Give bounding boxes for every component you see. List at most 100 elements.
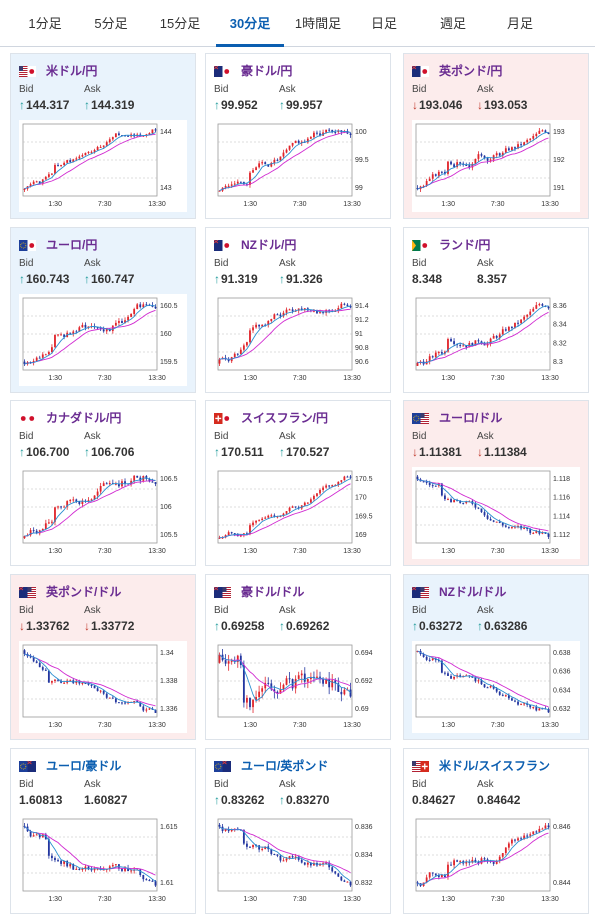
y-tick-label: 192 bbox=[553, 157, 565, 164]
candle bbox=[501, 329, 504, 335]
y-tick-label: 99.5 bbox=[355, 157, 369, 164]
currency-pair-link[interactable]: 英ポンド/ドル bbox=[46, 585, 122, 599]
candle bbox=[504, 148, 507, 153]
currency-pair-link[interactable]: ユーロ/円 bbox=[46, 238, 98, 252]
rate-card[interactable]: 米ドル/円 Bid Ask ↑144.317 ↑144.319 144 143 1:30 7:3… bbox=[10, 53, 196, 219]
rate-card[interactable]: 英ポンド/円 Bid Ask ↓193.046 ↓193.053 193 192 191 1:3… bbox=[403, 53, 589, 219]
candle bbox=[486, 515, 489, 519]
rate-card[interactable]: NZドル/ドル Bid Ask ↑0.63272 ↑0.63286 0.638 0.636 0… bbox=[403, 574, 589, 740]
rate-card[interactable]: 豪ドル/円 Bid Ask ↑99.952 ↑99.957 100 99.5 99 1:30 7:… bbox=[205, 53, 391, 219]
tab-7[interactable]: 週足 bbox=[439, 16, 466, 31]
y-tick-label: 8.32 bbox=[553, 340, 567, 347]
bid-label: Bid bbox=[214, 84, 229, 95]
x-tick-label: 1:30 bbox=[243, 375, 257, 382]
moving-average-line bbox=[417, 827, 549, 886]
candle bbox=[233, 353, 236, 358]
rate-card[interactable]: スイスフラン/円 Bid Ask ↑170.511 ↑170.527 170.5 170 16… bbox=[205, 400, 391, 566]
up-arrow-icon: ↑ bbox=[214, 98, 220, 112]
rate-card[interactable]: ユーロ/豪ドル Bid Ask 1.60813 1.60827 1.615 1.61 1:30… bbox=[10, 748, 196, 914]
rate-card[interactable]: ユーロ/円 Bid Ask ↑160.743 ↑160.747 160.5 160 159.5… bbox=[10, 227, 196, 393]
currency-pair-link[interactable]: 英ポンド/円 bbox=[439, 64, 503, 78]
candlestick-chart[interactable]: 8.36 8.34 8.32 8.3 1:30 7:30 13:30 bbox=[412, 294, 580, 386]
rate-card[interactable]: カナダドル/円 Bid Ask ↑106.700 ↑106.706 106.5 106 105… bbox=[10, 400, 196, 566]
ask-price: 144.319 bbox=[91, 98, 135, 112]
candle bbox=[32, 657, 35, 662]
currency-pair-link[interactable]: ユーロ/英ポンド bbox=[241, 759, 329, 773]
candlestick-chart[interactable]: 1.118 1.116 1.114 1.112 1:30 7:30 13:30 bbox=[412, 467, 580, 559]
x-tick-label: 13:30 bbox=[541, 896, 559, 903]
candle bbox=[483, 155, 486, 159]
candlestick-chart[interactable]: 1.615 1.61 1:30 7:30 13:30 bbox=[19, 815, 187, 907]
rate-card[interactable]: 英ポンド/ドル Bid Ask ↓1.33762 ↓1.33772 1.34 1.338 1.… bbox=[10, 574, 196, 740]
currency-pair-link[interactable]: ユーロ/ドル bbox=[439, 411, 503, 425]
candle bbox=[309, 499, 312, 503]
candle bbox=[297, 856, 300, 860]
currency-pair-link[interactable]: NZドル/円 bbox=[241, 238, 297, 252]
rate-card[interactable]: ユーロ/ドル Bid Ask ↓1.11381 ↓1.11384 1.118 1.116 1.… bbox=[403, 400, 589, 566]
rate-card[interactable]: 豪ドル/ドル Bid Ask ↑0.69258 ↑0.69262 0.694 0.692 0.… bbox=[205, 574, 391, 740]
candle bbox=[66, 861, 69, 867]
candlestick-chart[interactable]: 0.836 0.834 0.832 1:30 7:30 13:30 bbox=[214, 815, 382, 907]
currency-pair-link[interactable]: 豪ドル/円 bbox=[241, 64, 293, 78]
currency-pair-link[interactable]: ランド/円 bbox=[439, 238, 491, 252]
tab-3[interactable]: 15分足 bbox=[159, 16, 201, 31]
candle bbox=[316, 310, 318, 314]
candle bbox=[252, 170, 254, 173]
currency-pair-link[interactable]: スイスフラン/円 bbox=[241, 411, 328, 425]
candle bbox=[523, 703, 526, 705]
tab-4[interactable]: 30分足 bbox=[216, 0, 284, 47]
candle bbox=[541, 130, 544, 132]
candlestick-chart[interactable]: 1.34 1.338 1.336 1:30 7:30 13:30 bbox=[19, 641, 187, 733]
candlestick-chart[interactable]: 170.5 170 169.5 169 1:30 7:30 13:30 bbox=[214, 467, 382, 559]
candle bbox=[258, 691, 261, 698]
currency-pair-link[interactable]: 米ドル/スイスフラン bbox=[439, 759, 550, 773]
rate-card[interactable]: ランド/円 Bid Ask 8.348 8.357 8.36 8.34 8.32 8.3 1:30… bbox=[403, 227, 589, 393]
tab-2[interactable]: 5分足 bbox=[94, 16, 128, 31]
tab-1[interactable]: 1分足 bbox=[28, 16, 62, 31]
currency-pair-link[interactable]: 豪ドル/ドル bbox=[241, 585, 305, 599]
tab-8[interactable]: 月足 bbox=[506, 16, 533, 31]
moving-average-line bbox=[24, 826, 156, 882]
candlestick-chart[interactable]: 160.5 160 159.5 1:30 7:30 13:30 bbox=[19, 294, 187, 386]
candle bbox=[523, 316, 526, 320]
candle bbox=[474, 340, 477, 346]
currency-pair-link[interactable]: カナダドル/円 bbox=[46, 411, 122, 425]
candle bbox=[538, 708, 541, 711]
candle bbox=[230, 184, 233, 186]
candle bbox=[346, 476, 349, 478]
candlestick-chart[interactable]: 106.5 106 105.5 1:30 7:30 13:30 bbox=[19, 467, 187, 559]
candlestick-chart[interactable]: 0.638 0.636 0.634 0.632 1:30 7:30 13:30 bbox=[412, 641, 580, 733]
candle bbox=[468, 165, 471, 168]
currency-pair-link[interactable]: ユーロ/豪ドル bbox=[46, 759, 122, 773]
tab-5[interactable]: 1時間足 bbox=[294, 16, 342, 31]
candle bbox=[547, 825, 550, 828]
x-tick-label: 1:30 bbox=[441, 722, 455, 729]
currency-pair-link[interactable]: NZドル/ドル bbox=[439, 585, 507, 599]
candle bbox=[218, 824, 221, 827]
candle bbox=[270, 162, 273, 167]
candle bbox=[526, 314, 529, 317]
x-tick-label: 13:30 bbox=[148, 722, 166, 729]
candlestick-chart[interactable]: 91.4 91.2 91 90.8 90.6 1:30 7:30 13:30 bbox=[214, 294, 382, 386]
rate-card[interactable]: 米ドル/スイスフラン Bid Ask 0.84627 0.84642 0.846 0.844… bbox=[403, 748, 589, 914]
candlestick-chart[interactable]: 193 192 191 1:30 7:30 13:30 bbox=[412, 120, 580, 212]
rate-card[interactable]: ユーロ/英ポンド Bid Ask ↑0.83262 ↑0.83270 0.836 0.834… bbox=[205, 748, 391, 914]
nz-us-flag-icon bbox=[411, 585, 429, 598]
candle bbox=[282, 152, 285, 157]
ask-value: ↑144.319 bbox=[84, 98, 134, 112]
bid-value: ↓1.11381 bbox=[412, 445, 462, 459]
candle bbox=[453, 500, 455, 503]
candle bbox=[431, 174, 434, 179]
candle bbox=[462, 502, 465, 504]
candle bbox=[337, 307, 340, 311]
candle bbox=[69, 680, 72, 682]
candlestick-chart[interactable]: 144 143 1:30 7:30 13:30 bbox=[19, 120, 187, 212]
candlestick-chart[interactable]: 100 99.5 99 1:30 7:30 13:30 bbox=[214, 120, 382, 212]
candle bbox=[514, 147, 516, 149]
currency-pair-link[interactable]: 米ドル/円 bbox=[46, 64, 98, 78]
candlestick-chart[interactable]: 0.846 0.844 1:30 7:30 13:30 bbox=[412, 815, 580, 907]
candlestick-chart[interactable]: 0.694 0.692 0.69 1:30 7:30 13:30 bbox=[214, 641, 382, 733]
rate-card[interactable]: NZドル/円 Bid Ask ↑91.319 ↑91.326 91.4 91.2 91 90.8… bbox=[205, 227, 391, 393]
tab-6[interactable]: 日足 bbox=[370, 16, 397, 31]
candle bbox=[538, 828, 541, 832]
